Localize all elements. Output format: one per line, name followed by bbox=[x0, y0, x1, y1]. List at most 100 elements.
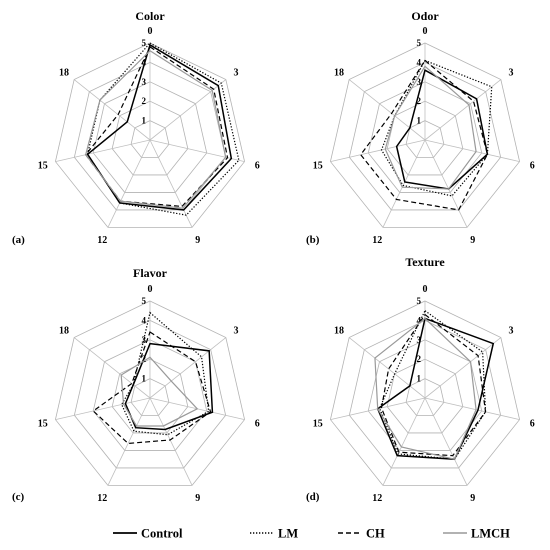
axis-label: 15 bbox=[38, 160, 48, 171]
panel-label: (d) bbox=[306, 491, 320, 503]
series-line-control bbox=[395, 69, 489, 190]
axis-label: 3 bbox=[234, 325, 239, 336]
axis-label: 0 bbox=[148, 284, 153, 295]
spoke bbox=[107, 397, 151, 486]
spoke bbox=[149, 139, 193, 228]
spoke bbox=[424, 139, 468, 228]
grid-ring bbox=[348, 319, 502, 469]
axis-label: 0 bbox=[148, 26, 153, 37]
radial-tick-label: 1 bbox=[142, 116, 147, 126]
radial-tick-label: 4 bbox=[142, 315, 147, 325]
spoke bbox=[55, 397, 151, 420]
spoke bbox=[73, 337, 151, 399]
axis-label: 3 bbox=[509, 67, 514, 78]
radial-tick-label: 5 bbox=[142, 296, 147, 306]
axis-label: 6 bbox=[530, 418, 535, 429]
spoke bbox=[73, 79, 151, 141]
axis-label: 12 bbox=[372, 493, 382, 504]
series-line-lm bbox=[120, 311, 210, 436]
grid-ring bbox=[73, 61, 227, 211]
axis-label: 9 bbox=[195, 493, 200, 504]
spoke bbox=[424, 337, 502, 399]
grid-ring bbox=[386, 358, 464, 434]
series-line-lm bbox=[378, 309, 487, 460]
series-line-ch bbox=[84, 45, 229, 208]
grid-ring bbox=[111, 100, 189, 176]
legend-label-ch: CH bbox=[366, 527, 385, 541]
panel-title: Texture bbox=[405, 255, 445, 269]
radial-tick-label: 2 bbox=[142, 96, 147, 106]
axis-label: 9 bbox=[195, 235, 200, 246]
radial-tick-label: 3 bbox=[417, 77, 422, 87]
grid-ring bbox=[130, 378, 170, 416]
axis-label: 6 bbox=[255, 160, 260, 171]
series-line-lmch bbox=[384, 65, 477, 190]
axis-label: 0 bbox=[423, 26, 428, 37]
spoke bbox=[424, 79, 502, 141]
series-line-lmch bbox=[374, 317, 477, 460]
grid-ring bbox=[54, 300, 246, 486]
grid-ring bbox=[92, 339, 208, 451]
radial-tick-label: 3 bbox=[417, 335, 422, 345]
spoke bbox=[330, 139, 426, 162]
spoke bbox=[55, 139, 151, 162]
spoke bbox=[149, 139, 245, 162]
axis-label: 15 bbox=[38, 418, 48, 429]
spoke bbox=[149, 337, 227, 399]
radial-tick-label: 3 bbox=[142, 77, 147, 87]
series-line-ch bbox=[359, 59, 489, 211]
spoke bbox=[424, 397, 520, 420]
radial-tick-label: 2 bbox=[417, 354, 422, 364]
axis-label: 15 bbox=[313, 160, 323, 171]
grid-ring bbox=[92, 81, 208, 193]
legend-label-lmch: LMCH bbox=[471, 527, 510, 541]
grid-ring bbox=[348, 61, 502, 211]
axis-label: 3 bbox=[509, 325, 514, 336]
spoke bbox=[424, 139, 520, 162]
legend: Control LM CH LMCH bbox=[113, 527, 510, 541]
axis-label: 12 bbox=[372, 235, 382, 246]
spoke bbox=[382, 139, 426, 228]
radial-tick-label: 2 bbox=[417, 96, 422, 106]
radial-tick-label: 4 bbox=[417, 57, 422, 67]
radial-tick-label: 5 bbox=[417, 38, 422, 48]
axis-label: 6 bbox=[530, 160, 535, 171]
axis-label: 9 bbox=[470, 493, 475, 504]
radial-tick-label: 5 bbox=[142, 38, 147, 48]
axis-label: 15 bbox=[313, 418, 323, 429]
axis-label: 9 bbox=[470, 235, 475, 246]
radial-tick-label: 5 bbox=[417, 296, 422, 306]
axis-label: 0 bbox=[423, 284, 428, 295]
panel-label: (c) bbox=[12, 491, 25, 503]
grid-ring bbox=[130, 120, 170, 158]
axis-label: 18 bbox=[59, 67, 69, 78]
panel-label: (b) bbox=[306, 234, 320, 246]
series-line-ch bbox=[92, 331, 212, 445]
panel-title: Odor bbox=[411, 9, 439, 23]
radial-tick-label: 1 bbox=[417, 374, 422, 384]
spoke bbox=[424, 397, 468, 486]
panel-title: Color bbox=[135, 9, 165, 23]
axis-label: 12 bbox=[97, 493, 107, 504]
grid-ring bbox=[329, 300, 521, 486]
axis-label: 18 bbox=[334, 67, 344, 78]
grid-ring bbox=[367, 81, 483, 193]
spoke bbox=[149, 397, 193, 486]
series-line-lm bbox=[380, 59, 493, 197]
series-line-control bbox=[86, 43, 233, 211]
series-line-lmch bbox=[120, 356, 199, 427]
grid-ring bbox=[329, 42, 521, 228]
series-line-control bbox=[124, 342, 214, 431]
panel-title: Flavor bbox=[133, 266, 168, 280]
grid-ring bbox=[54, 42, 246, 228]
grid-ring bbox=[405, 378, 445, 416]
series-line-control bbox=[376, 317, 495, 460]
spoke bbox=[348, 79, 426, 141]
grid-ring bbox=[367, 339, 483, 451]
grid-ring bbox=[405, 120, 445, 158]
